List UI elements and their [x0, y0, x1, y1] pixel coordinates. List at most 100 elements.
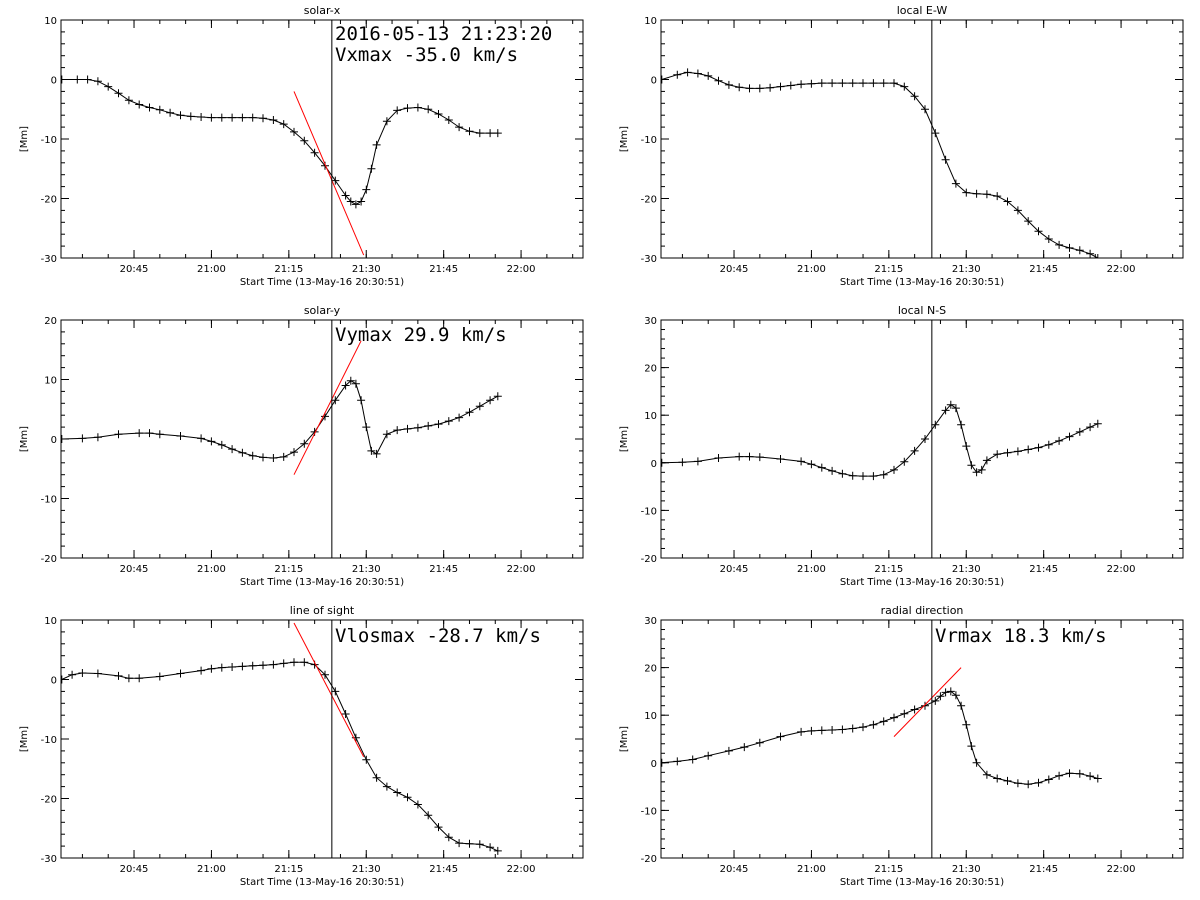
data-point — [78, 434, 87, 443]
plot-frame — [660, 19, 1184, 259]
data-point — [248, 451, 257, 460]
chart-panel: solar-y -20 -10 0 10 20 20:45 21:00 21:15 21:30 21… — [19, 304, 584, 588]
y-tick-label: -10 — [641, 506, 657, 517]
series-line — [661, 404, 1098, 477]
x-tick-label: 21:30 — [352, 564, 381, 575]
data-point — [300, 136, 309, 145]
chart-title: solar-y — [304, 304, 341, 317]
chart-title: radial direction — [881, 604, 964, 617]
data-point — [673, 70, 682, 79]
data-point — [279, 659, 288, 668]
data-point — [1044, 775, 1053, 784]
data-point — [238, 448, 247, 457]
x-axis-label: Start Time (13-May-16 20:30:51) — [240, 577, 404, 588]
data-point — [269, 454, 278, 462]
data-point — [951, 404, 960, 413]
x-tick-label: 21:15 — [874, 864, 903, 875]
data-point — [879, 717, 888, 726]
data-point — [413, 103, 422, 112]
data-point — [714, 76, 723, 85]
data-point — [828, 726, 837, 734]
data-point — [331, 396, 340, 405]
data-point — [424, 811, 433, 820]
data-point — [331, 687, 340, 696]
x-tick-label: 21:00 — [797, 864, 826, 875]
data-point — [848, 471, 857, 480]
data-point — [424, 421, 433, 430]
data-point — [238, 113, 247, 122]
chart-panel: local N-S -20 -10 0 10 20 30 20:45 21:00 21:15 21:… — [619, 304, 1184, 588]
data-point — [704, 751, 713, 760]
data-point — [78, 669, 87, 677]
velocity-annotation: 2016-05-13 21:23:20 — [335, 23, 552, 45]
x-tick-label: 21:15 — [274, 264, 303, 275]
data-point — [362, 185, 371, 194]
data-point — [403, 104, 412, 113]
data-point — [828, 466, 837, 475]
data-point — [124, 96, 133, 105]
data-point — [228, 663, 237, 671]
data-point — [493, 129, 502, 138]
data-point — [1003, 448, 1012, 457]
x-tick-label: 21:15 — [274, 564, 303, 575]
series-line — [661, 690, 1098, 785]
data-point — [155, 105, 164, 114]
data-point — [766, 83, 775, 92]
data-point — [838, 469, 847, 478]
data-point — [869, 720, 878, 729]
data-point — [776, 732, 785, 741]
data-point — [321, 670, 329, 679]
data-point — [931, 696, 940, 705]
x-tick-label: 20:45 — [720, 564, 749, 575]
data-point — [341, 381, 350, 390]
x-axis-label: Start Time (13-May-16 20:30:51) — [840, 277, 1004, 288]
data-point — [776, 455, 785, 463]
y-tick-label: -10 — [41, 135, 57, 146]
data-point — [155, 430, 164, 439]
data-point — [259, 661, 267, 670]
data-point — [1075, 769, 1084, 778]
chart-panel: radial direction -20 -10 0 10 20 30 20:45 21:00 2… — [619, 604, 1184, 888]
y-tick-label: -20 — [41, 195, 57, 206]
data-point — [993, 450, 1002, 459]
y-tick-label: 30 — [644, 616, 657, 627]
data-point — [1093, 774, 1102, 783]
data-point — [475, 402, 484, 411]
data-point — [393, 788, 402, 797]
x-tick-label: 21:00 — [797, 264, 826, 275]
velocity-fit-line — [293, 622, 365, 758]
x-tick-label: 21:15 — [274, 864, 303, 875]
x-tick-label: 22:00 — [507, 864, 536, 875]
plot-frame — [60, 619, 584, 859]
y-axis-label: [Mm] — [619, 726, 630, 752]
data-point — [300, 439, 309, 448]
data-point — [931, 129, 940, 138]
chart-panel: local E-W -30 -20 -10 0 10 20:45 21:00 21:15 21:3… — [619, 4, 1184, 288]
data-point — [967, 742, 976, 751]
y-tick-label: 10 — [644, 411, 657, 422]
y-tick-label: -20 — [641, 554, 657, 565]
data-point — [951, 691, 960, 700]
data-point — [776, 82, 785, 91]
y-tick-label: -30 — [641, 254, 657, 265]
data-point — [1024, 217, 1033, 226]
data-point — [1024, 780, 1033, 789]
data-point — [859, 79, 867, 88]
data-point — [1086, 423, 1095, 432]
data-point — [114, 89, 123, 98]
data-point — [367, 164, 376, 173]
y-tick-label: -30 — [41, 854, 57, 865]
y-axis-label: [Mm] — [19, 426, 30, 452]
data-point — [166, 108, 175, 117]
x-tick-label: 22:00 — [1107, 564, 1136, 575]
y-tick-label: -10 — [641, 135, 657, 146]
x-tick-label: 21:45 — [1029, 864, 1058, 875]
data-point — [93, 669, 102, 678]
x-tick-label: 21:45 — [429, 864, 458, 875]
chart-panel: line of sight -30 -20 -10 0 10 20:45 21:00 21:15… — [19, 604, 584, 888]
data-point — [248, 661, 257, 670]
data-point — [372, 449, 381, 458]
data-point — [186, 112, 195, 121]
data-point — [1003, 197, 1012, 206]
data-point — [434, 823, 443, 832]
